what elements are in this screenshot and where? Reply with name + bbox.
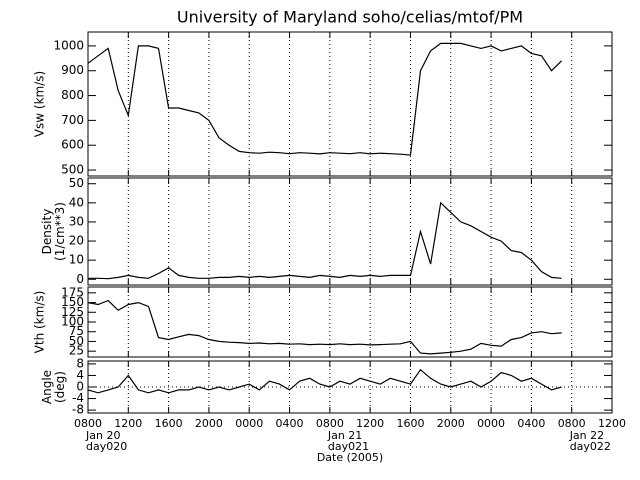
y-tick-label: 700 (61, 113, 84, 127)
x-tick-label: 0800 (74, 417, 102, 430)
y-axis-title: Vth (km/s) (33, 291, 47, 354)
y-tick-label: 150 (61, 295, 84, 309)
y-axis-title: Angle (40, 370, 54, 404)
y-tick-label: 40 (69, 195, 84, 209)
y-axis-title: Vsw (km/s) (33, 71, 47, 137)
x-tick-label: 1200 (114, 417, 142, 430)
y-tick-label: 100 (61, 315, 84, 329)
data-line (87, 42, 563, 156)
y-tick-label: 50 (69, 334, 84, 348)
x-tick-label: 2000 (437, 417, 465, 430)
chart-title: University of Maryland soho/celias/mtof/… (177, 8, 523, 27)
y-tick-label: 900 (61, 63, 84, 77)
y-tick-label: 800 (61, 88, 84, 102)
x-tick-label: 0400 (517, 417, 545, 430)
x-tick-label: 2000 (195, 417, 223, 430)
x-axis-title: Date (2005) (317, 451, 383, 464)
y-axis-title: (deg) (53, 371, 67, 403)
date-label: Jan 22 (569, 429, 604, 442)
y-tick-label: 600 (61, 138, 84, 152)
x-tick-label: 0800 (558, 417, 586, 430)
date-label: Jan 20 (85, 429, 120, 442)
y-tick-label: 0 (76, 380, 84, 394)
x-tick-label: 0800 (316, 417, 344, 430)
date-label: day020 (86, 440, 127, 453)
data-line (88, 201, 562, 280)
x-tick-label: 0000 (477, 417, 505, 430)
x-tick-label: 0000 (235, 417, 263, 430)
x-tick-label: 1600 (396, 417, 424, 430)
y-axis-title: Density (40, 209, 54, 255)
y-tick-label: -4 (72, 391, 84, 405)
y-tick-label: 25 (69, 344, 84, 358)
y-tick-label: 1000 (53, 38, 84, 52)
y-axis-title: (1/cm**3) (53, 202, 67, 261)
x-tick-label: 1200 (598, 417, 626, 430)
y-tick-label: 20 (69, 234, 84, 248)
x-tick-label: 1600 (155, 417, 183, 430)
data-line (87, 368, 562, 394)
y-tick-label: 175 (61, 285, 84, 299)
plot-frame (87, 177, 613, 286)
y-tick-label: 4 (76, 368, 84, 382)
y-tick-label: 30 (69, 214, 84, 228)
date-label: Jan 21 (327, 429, 362, 442)
y-tick-label: 10 (69, 253, 84, 267)
date-label: day022 (570, 440, 611, 453)
data-line (87, 299, 562, 355)
y-tick-label: 0 (76, 272, 84, 286)
y-tick-label: 50 (69, 176, 84, 190)
y-tick-label: 125 (61, 305, 84, 319)
x-tick-label: 1200 (356, 417, 384, 430)
y-tick-label: 75 (69, 324, 84, 338)
date-label: day021 (328, 440, 369, 453)
x-tick-label: 0400 (276, 417, 304, 430)
y-tick-label: 500 (61, 163, 84, 177)
y-tick-label: -8 (72, 403, 84, 417)
y-tick-label: 8 (76, 356, 84, 370)
